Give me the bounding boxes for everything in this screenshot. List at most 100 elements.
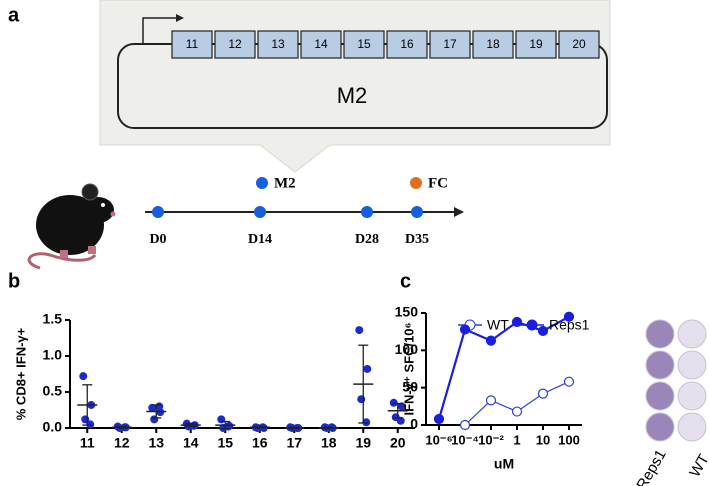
- data-point: [148, 403, 157, 412]
- timeline-arrowhead: [454, 207, 464, 217]
- data-point: [433, 413, 445, 425]
- x-tick-label: 13: [148, 435, 164, 451]
- x-tick-label: 10⁻⁴: [451, 432, 479, 447]
- x-tick-label: 100: [558, 432, 580, 447]
- event-label: FC: [428, 175, 448, 191]
- x-tick-label: 11: [80, 435, 95, 451]
- x-tick-label: 15: [217, 435, 233, 451]
- well: [645, 350, 675, 380]
- event-label: M2: [274, 175, 296, 191]
- construct-unit-label: 19: [529, 37, 543, 51]
- construct-unit-label: 20: [572, 37, 586, 51]
- panel-label: a: [8, 4, 20, 26]
- well: [677, 350, 707, 380]
- well: [645, 412, 675, 442]
- construct-unit: [343, 30, 385, 59]
- legend-label: WT: [487, 317, 509, 333]
- timeline-day: D28: [355, 232, 379, 247]
- data-point: [485, 395, 497, 406]
- data-point: [389, 398, 398, 407]
- y-axis-label: % CD8+ IFN-γ+: [13, 327, 28, 420]
- construct-name: M2: [337, 83, 368, 108]
- construct-unit-label: 14: [314, 37, 328, 51]
- x-tick-label: 1: [513, 432, 520, 447]
- y-tick-label: 1.5: [43, 311, 63, 327]
- data-point: [355, 326, 364, 335]
- data-point: [396, 416, 405, 425]
- timeline-dot: [411, 206, 423, 218]
- y-tick-label: 0: [410, 416, 418, 432]
- construct-unit: [558, 30, 600, 59]
- data-point: [459, 324, 471, 335]
- elispot-wells: [645, 319, 707, 442]
- elispot-label: Reps1: [633, 447, 669, 486]
- timeline-day: D0: [149, 232, 166, 247]
- x-tick-label: 19: [355, 435, 371, 451]
- construct-unit-label: 15: [357, 37, 371, 51]
- panel-label: c: [400, 270, 411, 292]
- elispot-label: WT: [686, 451, 709, 480]
- x-tick-label: 10: [536, 432, 550, 447]
- x-axis-label: uM: [494, 456, 514, 472]
- timeline-dot: [152, 206, 164, 218]
- promoter-arrow: [142, 17, 178, 44]
- data-point: [511, 406, 523, 417]
- data-point: [363, 364, 372, 373]
- well: [677, 319, 707, 349]
- construct-unit-label: 17: [443, 37, 457, 51]
- legend-marker: [526, 319, 538, 331]
- construct-unit-label: 13: [271, 37, 285, 51]
- y-axis-label: IFN-γ⁺ SFC/10⁶: [401, 322, 416, 415]
- x-tick-label: 18: [321, 435, 337, 451]
- construct-unit: [300, 30, 342, 59]
- y-tick-label: 150: [395, 304, 419, 320]
- well: [677, 412, 707, 442]
- x-tick-label: 10⁻⁶: [425, 432, 452, 447]
- well: [645, 381, 675, 411]
- construct-unit: [257, 30, 299, 59]
- construct-unit-label: 11: [186, 37, 199, 51]
- data-point: [563, 376, 575, 387]
- y-tick-label: 0.0: [43, 419, 63, 435]
- event-dot: [410, 177, 422, 189]
- data-point: [150, 415, 159, 424]
- event-dot: [256, 177, 268, 189]
- y-tick-label: 100: [395, 341, 419, 357]
- well: [677, 381, 707, 411]
- data-point: [357, 395, 366, 404]
- x-tick-label: 14: [183, 435, 199, 451]
- well: [645, 319, 675, 349]
- timeline-dot: [254, 206, 266, 218]
- construct-unit: [214, 30, 256, 59]
- data-point: [537, 388, 549, 399]
- timeline-day: D35: [405, 232, 429, 247]
- y-tick-label: 50: [402, 378, 418, 394]
- construct-unit: [171, 30, 213, 59]
- construct-unit: [429, 30, 471, 59]
- data-point: [362, 418, 371, 427]
- x-tick-label: 12: [114, 435, 130, 451]
- x-tick-label: 10⁻²: [478, 432, 504, 447]
- construct-unit-label: 12: [228, 37, 242, 51]
- construct-unit: [472, 30, 514, 59]
- data-point: [397, 402, 406, 411]
- data-point: [459, 419, 471, 431]
- data-point: [537, 325, 549, 337]
- data-point: [79, 372, 88, 381]
- timeline-dot: [361, 206, 373, 218]
- data-point: [511, 316, 523, 328]
- series-line: [464, 381, 570, 426]
- panel-label: b: [8, 270, 20, 292]
- x-tick-label: 16: [252, 435, 268, 451]
- data-point: [485, 335, 497, 346]
- mouse-icon: [27, 183, 116, 270]
- promoter-arrowhead: [176, 14, 184, 22]
- legend-label: Reps1: [549, 317, 590, 333]
- timeline-day: D14: [248, 232, 272, 247]
- data-point: [86, 420, 95, 429]
- construct-unit-label: 16: [400, 37, 414, 51]
- y-tick-label: 1.0: [43, 347, 63, 363]
- x-tick-label: 17: [286, 435, 302, 451]
- construct-unit-label: 18: [486, 37, 500, 51]
